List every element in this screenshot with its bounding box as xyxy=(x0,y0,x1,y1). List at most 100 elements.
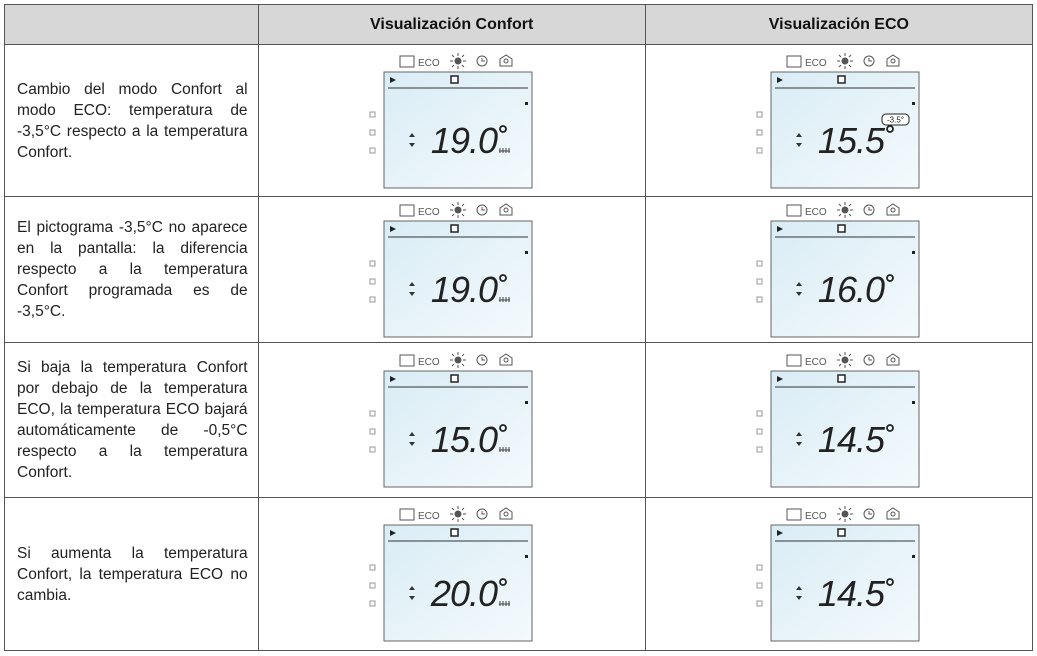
table-body: Cambio del modo Confort al modo ECO: tem… xyxy=(4,44,1034,651)
clock-icon xyxy=(476,204,488,215)
lcd-display: ECO 19.0 xyxy=(369,201,533,337)
heating-icon xyxy=(498,601,510,606)
temperature: 15.0 xyxy=(431,419,498,460)
lcd-display: ECO 14.5 xyxy=(756,506,920,642)
dot-indicator xyxy=(911,101,915,105)
sun-icon xyxy=(841,57,849,64)
sun-rays xyxy=(836,352,853,368)
degree-symbol xyxy=(498,273,507,282)
degree-symbol xyxy=(498,424,507,432)
mode-indicator xyxy=(837,74,846,84)
heating-icon xyxy=(498,447,510,452)
screen xyxy=(770,220,920,337)
side-button xyxy=(369,278,376,284)
eco-label: ECO xyxy=(418,357,440,368)
clock-hands xyxy=(868,57,872,61)
dot-indicator xyxy=(524,401,528,404)
lcd-display: ECO 15.5 -3.5° xyxy=(756,52,920,188)
side-button xyxy=(756,582,763,589)
dot-indicator xyxy=(911,555,915,558)
table-row: Cambio del modo Confort al modo ECO: tem… xyxy=(4,44,1034,197)
clock-icon xyxy=(863,508,875,520)
side-button xyxy=(369,564,376,571)
suitcase-icon xyxy=(399,55,415,67)
side-button xyxy=(369,129,376,135)
degree-symbol xyxy=(885,424,894,432)
clock-hands xyxy=(481,357,485,361)
sun-icon xyxy=(841,206,849,213)
clock-icon xyxy=(476,354,488,366)
screen xyxy=(383,71,533,188)
clock-hands xyxy=(481,206,485,210)
comparison-table: Visualización Confort Visualización ECO … xyxy=(4,4,1034,651)
side-button xyxy=(369,111,376,117)
mode-indicator xyxy=(449,374,459,383)
eco-label: ECO xyxy=(418,511,440,522)
dot-indicator xyxy=(911,250,915,254)
clock-icon xyxy=(863,204,875,215)
house-dot xyxy=(503,511,509,517)
house-icon xyxy=(499,353,513,366)
arrows xyxy=(795,432,802,446)
lcd-display: ECO 14.5 xyxy=(756,352,920,488)
arrows xyxy=(408,586,415,600)
arrows xyxy=(795,132,802,147)
screen xyxy=(770,370,920,488)
temperature: 16.0 xyxy=(818,269,885,310)
sun-rays xyxy=(449,352,466,368)
play-indicator xyxy=(776,530,783,536)
badge-frame xyxy=(881,113,910,125)
confort-cell: ECO 19.0 xyxy=(257,44,646,197)
side-button xyxy=(756,428,763,435)
screen xyxy=(383,370,533,488)
eco-cell: ECO 14.5 xyxy=(644,497,1034,651)
house-icon xyxy=(499,53,513,66)
lcd-display: ECO 15.0 xyxy=(369,352,533,488)
mode-indicator xyxy=(449,74,459,84)
sun-rays xyxy=(836,201,853,218)
side-button xyxy=(756,129,763,135)
degree-symbol xyxy=(498,578,507,586)
suitcase-icon xyxy=(399,204,415,216)
sun-icon xyxy=(454,57,462,64)
house-dot xyxy=(503,357,509,363)
clock-hands xyxy=(868,206,872,210)
side-button xyxy=(369,582,376,589)
arrows xyxy=(408,132,415,147)
play-indicator xyxy=(776,76,783,83)
degree-symbol xyxy=(885,578,894,586)
house-icon xyxy=(886,353,900,366)
house-icon xyxy=(499,202,513,215)
play-indicator xyxy=(389,76,396,83)
eco-label: ECO xyxy=(418,58,440,69)
house-icon xyxy=(886,202,900,215)
sun-icon xyxy=(841,356,849,364)
lcd-display: ECO 19.0 xyxy=(369,52,533,188)
house-dot xyxy=(503,207,509,212)
arrows xyxy=(795,586,802,600)
sun-icon xyxy=(454,206,462,213)
screen xyxy=(383,220,533,337)
clock-hands xyxy=(481,511,485,515)
degree-symbol xyxy=(885,124,894,133)
side-button xyxy=(369,428,376,435)
suitcase-icon xyxy=(786,508,802,521)
row-description: Si baja la temperatura Confort por debaj… xyxy=(4,342,259,498)
side-button xyxy=(756,564,763,571)
side-button xyxy=(756,111,763,117)
confort-cell: ECO 20.0 xyxy=(257,497,646,651)
sun-rays xyxy=(449,506,466,522)
side-button xyxy=(756,296,763,302)
play-indicator xyxy=(389,530,396,536)
mode-indicator xyxy=(837,223,846,233)
row-description: Si aumenta la temperatura Confort, la te… xyxy=(4,497,259,651)
side-button xyxy=(756,147,763,153)
mode-indicator xyxy=(449,528,459,537)
table-row: Si baja la temperatura Confort por debaj… xyxy=(4,342,1034,498)
clock-icon xyxy=(863,354,875,366)
eco-cell: ECO 14.5 xyxy=(644,342,1034,498)
sun-icon xyxy=(454,356,462,364)
table-row: Si aumenta la temperatura Confort, la te… xyxy=(4,497,1034,651)
side-button xyxy=(369,296,376,302)
